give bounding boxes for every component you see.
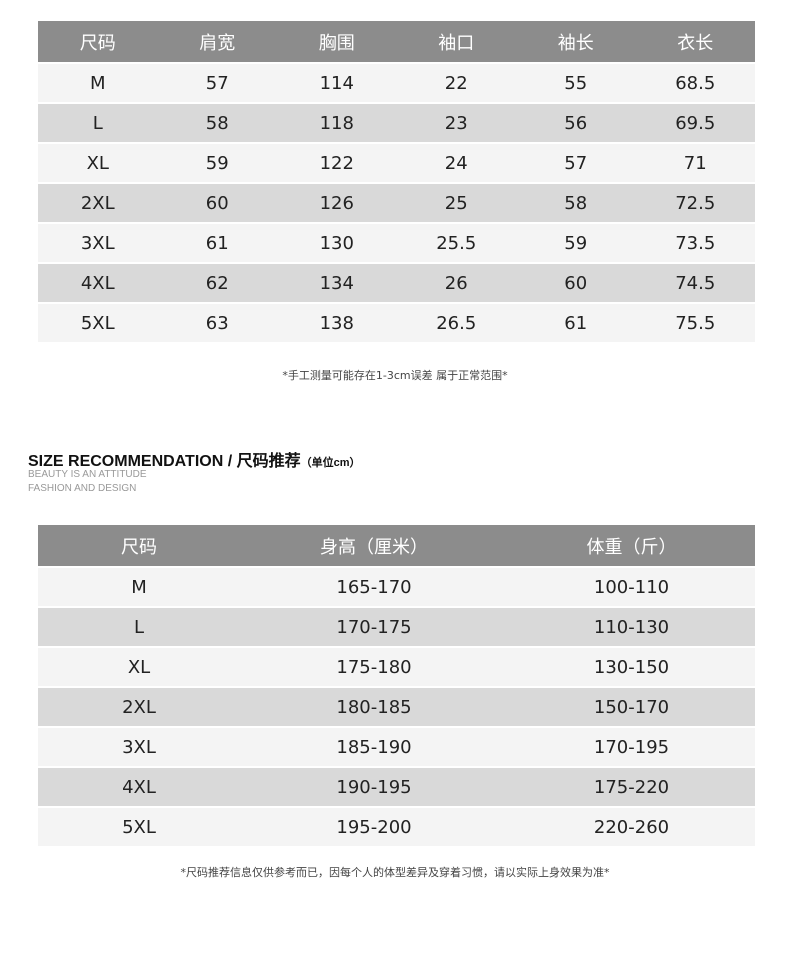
table-row: 4XL 190-195 175-220 — [38, 766, 755, 807]
table-cell: 2XL — [38, 182, 158, 223]
table-cell: 118 — [277, 102, 397, 143]
table-cell: 62 — [157, 262, 277, 303]
subtitle-2: FASHION AND DESIGN — [28, 483, 137, 494]
table-cell: 126 — [277, 182, 397, 223]
table-cell: 60 — [157, 182, 277, 223]
table-cell: 68.5 — [635, 62, 755, 103]
table-row: XL 175-180 130-150 — [38, 646, 755, 687]
table-cell: 5XL — [38, 806, 240, 846]
table-cell: 5XL — [38, 302, 158, 342]
table-cell: 122 — [277, 142, 397, 183]
table-cell: 180-185 — [240, 686, 508, 727]
table-cell: 175-180 — [240, 646, 508, 687]
measurement-note: *手工测量可能存在1-3cm误差 属于正常范围* — [282, 369, 508, 382]
table-cell: 110-130 — [508, 606, 755, 647]
table-cell: 57 — [157, 62, 277, 103]
table-row: 2XL 60 126 25 58 72.5 — [38, 182, 755, 223]
table-cell: 114 — [277, 62, 397, 103]
recommendation-note: *尺码推荐信息仅供参考而已，因每个人的体型差异及穿着习惯，请以实际上身效果为准* — [180, 866, 610, 879]
table-cell: 150-170 — [508, 686, 755, 727]
table-cell: 58 — [157, 102, 277, 143]
table-cell: 25.5 — [396, 222, 516, 263]
size-measurement-table: 尺码 肩宽 胸围 袖口 袖长 衣长 M 57 114 22 55 68.5 L 58 118 23 56 69.… — [38, 21, 755, 342]
column-header: 袖长 — [516, 21, 636, 63]
table-cell: M — [38, 62, 158, 103]
table-cell: 3XL — [38, 726, 240, 767]
table-cell: XL — [38, 646, 240, 687]
table-cell: L — [38, 102, 158, 143]
table-cell: 190-195 — [240, 766, 508, 807]
column-header: 身高（厘米） — [240, 525, 508, 567]
column-header: 肩宽 — [157, 21, 277, 63]
table-cell: 25 — [396, 182, 516, 223]
table-row: 4XL 62 134 26 60 74.5 — [38, 262, 755, 303]
table-cell: XL — [38, 142, 158, 183]
table-row: L 58 118 23 56 69.5 — [38, 102, 755, 143]
table-cell: 74.5 — [635, 262, 755, 303]
table-row: 5XL 63 138 26.5 61 75.5 — [38, 302, 755, 342]
table-cell: 195-200 — [240, 806, 508, 846]
table-cell: L — [38, 606, 240, 647]
table-cell: 57 — [516, 142, 636, 183]
table-cell: 138 — [277, 302, 397, 342]
table-cell: 56 — [516, 102, 636, 143]
table-cell: 4XL — [38, 766, 240, 807]
table-cell: 3XL — [38, 222, 158, 263]
table-row: XL 59 122 24 57 71 — [38, 142, 755, 183]
table-cell: 60 — [516, 262, 636, 303]
table-row: L 170-175 110-130 — [38, 606, 755, 647]
table-cell: 26.5 — [396, 302, 516, 342]
subtitle-1: BEAUTY IS AN ATTITUDE — [28, 469, 147, 480]
table-cell: 165-170 — [240, 566, 508, 607]
table-cell: 61 — [157, 222, 277, 263]
table-cell: 72.5 — [635, 182, 755, 223]
section-title: SIZE RECOMMENDATION / 尺码推荐 — [28, 453, 301, 470]
table-cell: 59 — [516, 222, 636, 263]
table-cell: 61 — [516, 302, 636, 342]
table-cell: 185-190 — [240, 726, 508, 767]
table-cell: 130 — [277, 222, 397, 263]
table-cell: 220-260 — [508, 806, 755, 846]
table-row: 3XL 61 130 25.5 59 73.5 — [38, 222, 755, 263]
table-cell: 24 — [396, 142, 516, 183]
table-cell: 175-220 — [508, 766, 755, 807]
column-header: 尺码 — [38, 525, 240, 567]
table-cell: 4XL — [38, 262, 158, 303]
table-row: 5XL 195-200 220-260 — [38, 806, 755, 846]
table-cell: 73.5 — [635, 222, 755, 263]
table-cell: 58 — [516, 182, 636, 223]
column-header: 体重（斤） — [508, 525, 755, 567]
unit-label: （单位cm） — [300, 457, 361, 469]
table-cell: 170-175 — [240, 606, 508, 647]
column-header: 胸围 — [277, 21, 397, 63]
column-header: 衣长 — [635, 21, 755, 63]
table-cell: 75.5 — [635, 302, 755, 342]
table-cell: 2XL — [38, 686, 240, 727]
size-recommendation-table: 尺码 身高（厘米） 体重（斤） M 165-170 100-110 L 170-175 110… — [38, 525, 755, 846]
table-cell: 71 — [635, 142, 755, 183]
table-cell: 134 — [277, 262, 397, 303]
table-cell: 63 — [157, 302, 277, 342]
table-row: 3XL 185-190 170-195 — [38, 726, 755, 767]
table-cell: M — [38, 566, 240, 607]
table-cell: 55 — [516, 62, 636, 103]
table-cell: 69.5 — [635, 102, 755, 143]
table-cell: 130-150 — [508, 646, 755, 687]
column-header: 袖口 — [396, 21, 516, 63]
table-row: M 57 114 22 55 68.5 — [38, 62, 755, 103]
table-cell: 26 — [396, 262, 516, 303]
table-cell: 170-195 — [508, 726, 755, 767]
table-cell: 23 — [396, 102, 516, 143]
table-cell: 100-110 — [508, 566, 755, 607]
section-heading: SIZE RECOMMENDATION / 尺码推荐（单位cm） — [28, 447, 361, 471]
table-row: 2XL 180-185 150-170 — [38, 686, 755, 727]
table-cell: 59 — [157, 142, 277, 183]
column-header: 尺码 — [38, 21, 158, 63]
table-row: M 165-170 100-110 — [38, 566, 755, 607]
table-cell: 22 — [396, 62, 516, 103]
